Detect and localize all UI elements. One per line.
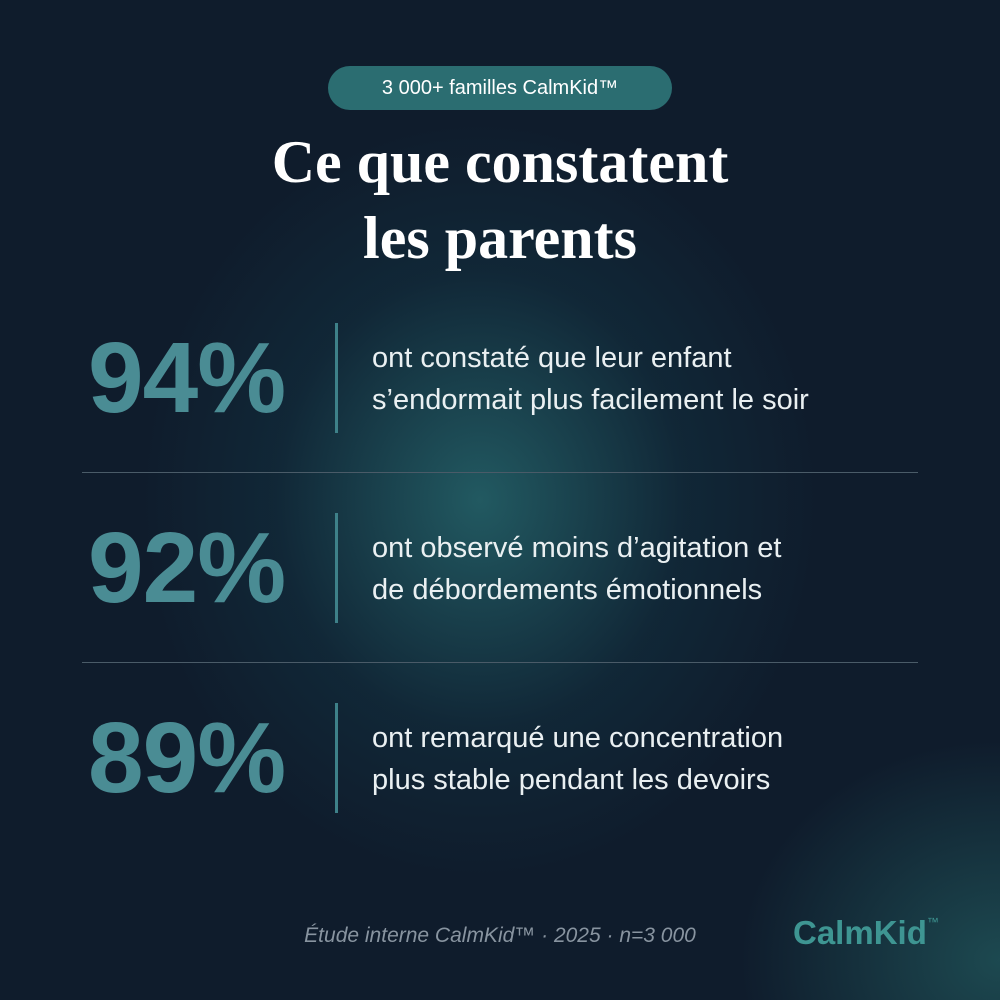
desc-line: ont observé moins d’agitation et [372, 532, 782, 564]
logo-mark: ™ [926, 915, 939, 929]
stat-row: 89% ont remarqué une concentration plus … [0, 703, 1000, 813]
logo: CalmKid™ [793, 914, 939, 952]
desc-line: de débordements émotionnels [372, 574, 763, 606]
separator [82, 662, 918, 663]
stat-description: ont remarqué une concentration plus stab… [372, 717, 783, 801]
badge: 3 000+ familles CalmKid™ [328, 66, 672, 110]
stat-row: 94% ont constaté que leur enfant s’endor… [0, 323, 1000, 433]
stat-value: 94% [88, 322, 286, 434]
logo-name: CalmKid [793, 914, 927, 951]
desc-line: ont remarqué une concentration [372, 722, 784, 754]
title-line: les parents [363, 205, 637, 271]
stat-description: ont constaté que leur enfant s’endormait… [372, 337, 809, 421]
divider [335, 323, 338, 433]
divider [335, 703, 338, 813]
stat-description: ont observé moins d’agitation et de débo… [372, 527, 781, 611]
footnote: Étude interne CalmKid™ · 2025 · n=3 000 [304, 924, 696, 947]
stat-row: 92% ont observé moins d’agitation et de … [0, 513, 1000, 623]
desc-line: ont constaté que leur enfant [372, 342, 732, 374]
desc-line: plus stable pendant les devoirs [372, 764, 771, 796]
title-line: Ce que constatent [271, 129, 729, 195]
separator [82, 472, 918, 473]
desc-line: s’endormait plus facilement le soir [372, 384, 809, 416]
stat-value: 92% [88, 512, 286, 624]
divider [335, 513, 338, 623]
stat-value: 89% [88, 702, 286, 814]
